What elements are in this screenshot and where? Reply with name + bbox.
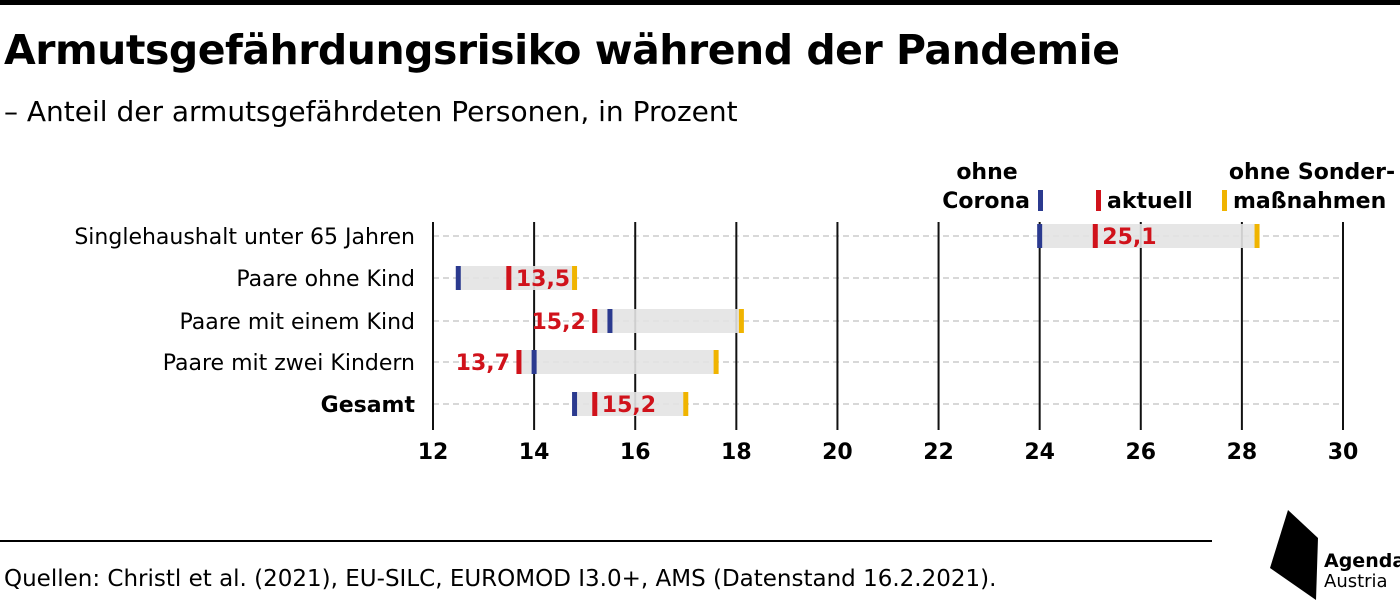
marker-ohne-sondermassnahmen [683, 392, 689, 416]
category-label: Paare ohne Kind [236, 267, 415, 292]
range-bar [594, 309, 742, 333]
x-tick-label: 28 [1227, 440, 1258, 465]
legend-ohne-corona-swatch [1038, 190, 1043, 211]
category-label: Singlehaushalt unter 65 Jahren [74, 225, 415, 250]
range-bar [518, 350, 717, 374]
marker-aktuell [592, 309, 598, 333]
chart: 12 14 16 18 20 22 24 26 28 30 25,1 Singlehaushalt u… [74, 160, 1395, 465]
x-tick-label: 30 [1328, 440, 1359, 465]
range-bar [458, 266, 575, 290]
marker-ohne-corona [607, 309, 613, 333]
range-bar [1039, 224, 1258, 248]
logo-text-line2: Austria [1324, 571, 1388, 592]
aktuell-value-label: 15,2 [602, 393, 656, 418]
marker-aktuell [1092, 224, 1098, 248]
logo-text-line1: Agenda [1324, 550, 1400, 572]
legend-ohne-sonder-line1: ohne Sonder- [1229, 160, 1395, 185]
marker-aktuell [516, 350, 522, 374]
legend-ohne-sonder-swatch [1222, 190, 1227, 211]
x-tick-label: 14 [519, 440, 550, 465]
aktuell-value-label: 13,7 [456, 351, 510, 376]
x-tick-label: 26 [1125, 440, 1156, 465]
x-tick-label: 16 [620, 440, 651, 465]
aktuell-value-label: 15,2 [531, 310, 585, 335]
legend-aktuell-swatch [1096, 190, 1101, 211]
marker-ohne-corona [572, 392, 578, 416]
marker-ohne-corona [531, 350, 537, 374]
x-tick-label: 24 [1024, 440, 1055, 465]
bottom-rule [0, 540, 1212, 542]
marker-ohne-corona [455, 266, 461, 290]
marker-aktuell [506, 266, 512, 290]
legend-aktuell-label: aktuell [1107, 189, 1193, 214]
x-tick-label: 20 [822, 440, 853, 465]
x-tick-label: 12 [418, 440, 449, 465]
x-tick-label: 22 [923, 440, 954, 465]
logo-mark-icon [1270, 510, 1318, 600]
chart-title: Armutsgefährdungsrisiko während der Pand… [4, 26, 1120, 74]
legend-ohne-sonder-line2: maßnahmen [1233, 189, 1386, 214]
agenda-austria-logo: Agenda Austria [1262, 508, 1400, 601]
marker-ohne-sondermassnahmen [713, 350, 719, 374]
marker-aktuell [592, 392, 598, 416]
aktuell-value-label: 13,5 [516, 267, 570, 292]
category-label: Gesamt [321, 393, 416, 418]
marker-ohne-sondermassnahmen [572, 266, 578, 290]
marker-ohne-sondermassnahmen [738, 309, 744, 333]
top-rule [0, 0, 1400, 5]
marker-ohne-sondermassnahmen [1254, 224, 1260, 248]
aktuell-value-label: 25,1 [1102, 225, 1156, 250]
marker-ohne-corona [1037, 224, 1043, 248]
legend-ohne-corona-line1: ohne [956, 160, 1017, 185]
source-note: Quellen: Christl et al. (2021), EU-SILC,… [4, 566, 997, 592]
x-tick-label: 18 [721, 440, 752, 465]
category-label: Paare mit zwei Kindern [163, 351, 415, 376]
chart-subtitle: – Anteil der armutsgefährdeten Personen,… [4, 95, 738, 128]
category-label: Paare mit einem Kind [180, 310, 416, 335]
legend-ohne-corona-line2: Corona [942, 189, 1030, 214]
